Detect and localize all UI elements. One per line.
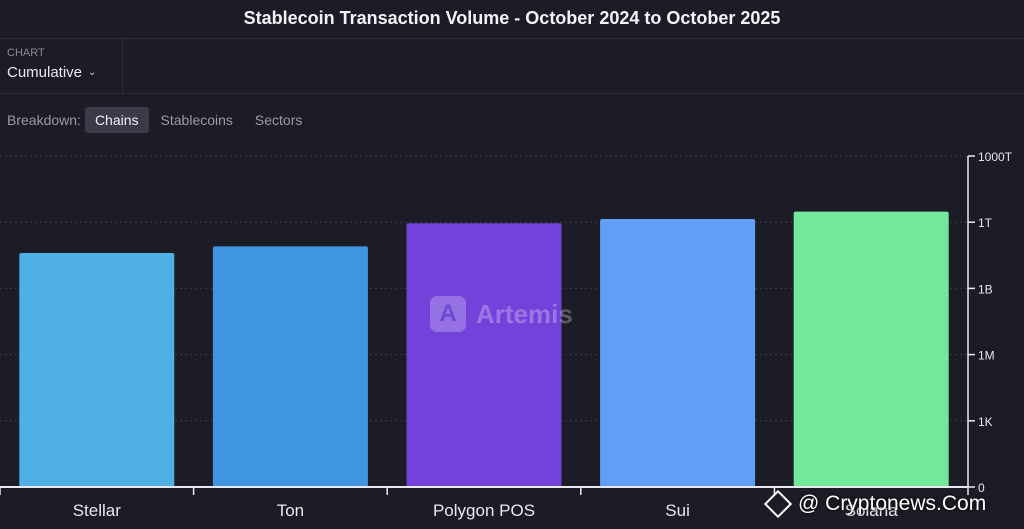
x-tick-label: Stellar bbox=[73, 501, 122, 520]
chart-select-label: CHART bbox=[7, 47, 45, 59]
toolbar-divider bbox=[0, 93, 1024, 94]
tab-chains[interactable]: Chains bbox=[84, 107, 149, 133]
tab-stablecoins[interactable]: Stablecoins bbox=[160, 112, 233, 128]
chevron-down-icon: ⌄ bbox=[88, 67, 97, 78]
y-tick-label: 1M bbox=[978, 349, 995, 363]
y-tick-label: 1K bbox=[978, 415, 993, 429]
bar-chart: 0 1K 1M 1B 1T 1000T Stellar Ton Polygon POS Sui So… bbox=[0, 150, 1013, 520]
header-divider bbox=[0, 38, 1024, 39]
bar-polygon-pos bbox=[406, 223, 562, 487]
chart-type-value: Cumulative bbox=[7, 64, 83, 81]
y-tick-label: 1000T bbox=[978, 150, 1013, 164]
selector-divider bbox=[122, 38, 123, 93]
artemis-watermark: A Artemis bbox=[430, 296, 573, 332]
source-credit: @ Cryptonews.Com bbox=[763, 489, 987, 519]
artemis-logo-icon: A bbox=[430, 296, 466, 332]
breakdown-bar: Breakdown: Chains Stablecoins Sectors bbox=[7, 107, 314, 133]
tab-sectors[interactable]: Sectors bbox=[254, 112, 303, 128]
chart-type-dropdown[interactable]: Cumulative ⌄ bbox=[7, 64, 96, 81]
source-text: @ Cryptonews.Com bbox=[798, 492, 987, 515]
x-tick-label: Sui bbox=[665, 501, 690, 520]
chart-title: Stablecoin Transaction Volume - October … bbox=[243, 8, 781, 28]
y-tick-label: 1B bbox=[978, 282, 993, 296]
x-tick-label: Ton bbox=[277, 501, 304, 520]
breakdown-label: Breakdown: bbox=[7, 112, 81, 128]
diamond-logo-icon bbox=[763, 489, 793, 519]
y-tick-label: 0 bbox=[978, 481, 985, 495]
bar-sui bbox=[600, 218, 756, 487]
bar-stellar bbox=[19, 253, 175, 487]
bar-solana bbox=[793, 211, 949, 488]
x-tick-label: Polygon POS bbox=[433, 501, 535, 520]
y-tick-label: 1T bbox=[978, 216, 993, 230]
watermark-text: Artemis bbox=[476, 298, 573, 329]
bar-ton bbox=[212, 246, 368, 487]
x-tick-label: Solana bbox=[845, 501, 898, 520]
